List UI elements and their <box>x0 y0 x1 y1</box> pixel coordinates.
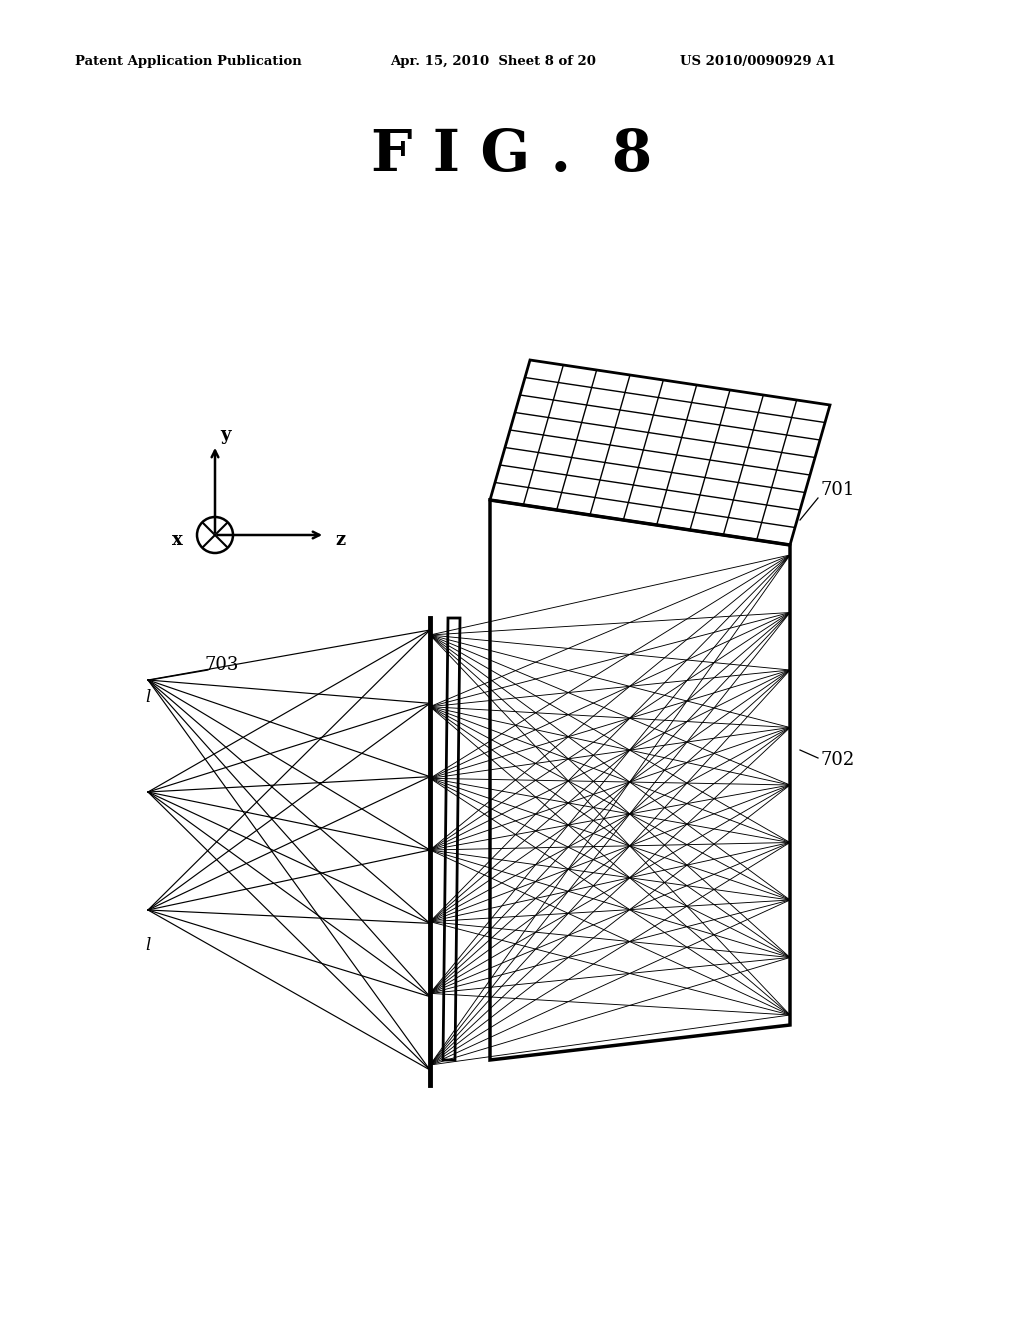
Text: Patent Application Publication: Patent Application Publication <box>75 55 302 69</box>
Text: l: l <box>145 689 151 706</box>
Text: Apr. 15, 2010  Sheet 8 of 20: Apr. 15, 2010 Sheet 8 of 20 <box>390 55 596 69</box>
Text: l: l <box>145 936 151 953</box>
Text: 701: 701 <box>820 480 854 499</box>
Text: z: z <box>335 531 345 549</box>
Text: US 2010/0090929 A1: US 2010/0090929 A1 <box>680 55 836 69</box>
Text: y: y <box>220 426 230 444</box>
Text: 702: 702 <box>820 751 854 770</box>
Text: x: x <box>172 531 182 549</box>
Text: F I G .  8: F I G . 8 <box>372 127 652 183</box>
Text: 703: 703 <box>205 656 240 675</box>
